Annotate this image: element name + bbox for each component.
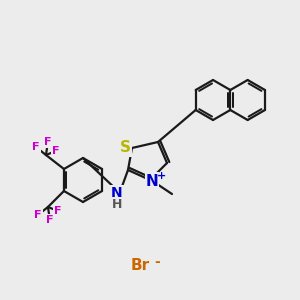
Text: Br: Br [130,257,150,272]
Text: F: F [34,210,42,220]
Text: S: S [119,140,130,155]
Text: F: F [44,137,52,147]
Text: F: F [54,206,62,216]
Text: H: H [112,197,122,211]
Text: F: F [32,142,40,152]
Text: N: N [146,173,158,188]
Text: F: F [46,215,54,225]
Text: -: - [154,255,160,269]
Text: +: + [156,171,166,181]
Text: F: F [52,146,60,156]
Text: N: N [111,186,123,200]
